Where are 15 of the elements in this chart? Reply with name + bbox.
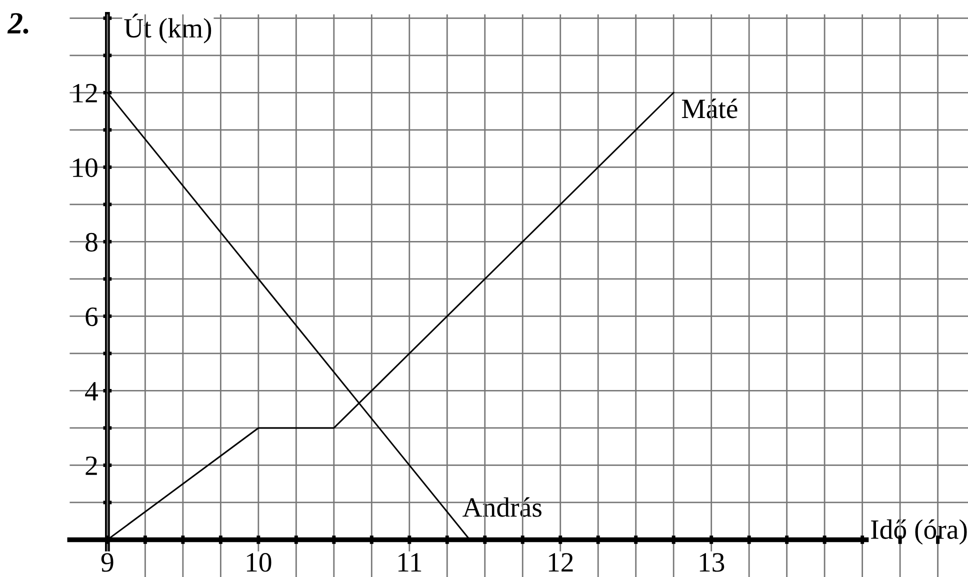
x-tick-label: 13 [700,553,724,572]
x-tick-label: 9 [101,553,114,572]
series-label: Máté [682,98,738,118]
y-axis-title: Út (km) [124,14,212,44]
text: 2. [7,13,28,34]
y-tick-label: 6 [86,307,98,326]
y-tick-label: 8 [86,232,98,252]
y-tick-label: 10 [73,158,98,178]
y-tick-label: 2 [86,456,97,475]
y-tick-label: 12 [73,84,97,102]
y-tick-label: 4 [85,382,98,400]
x-axis-title: Idő (óra) [871,519,967,545]
x-tick-label: 10 [246,553,272,572]
x-tick-label: 11 [398,553,422,572]
x-tick-label: 12 [548,553,573,572]
